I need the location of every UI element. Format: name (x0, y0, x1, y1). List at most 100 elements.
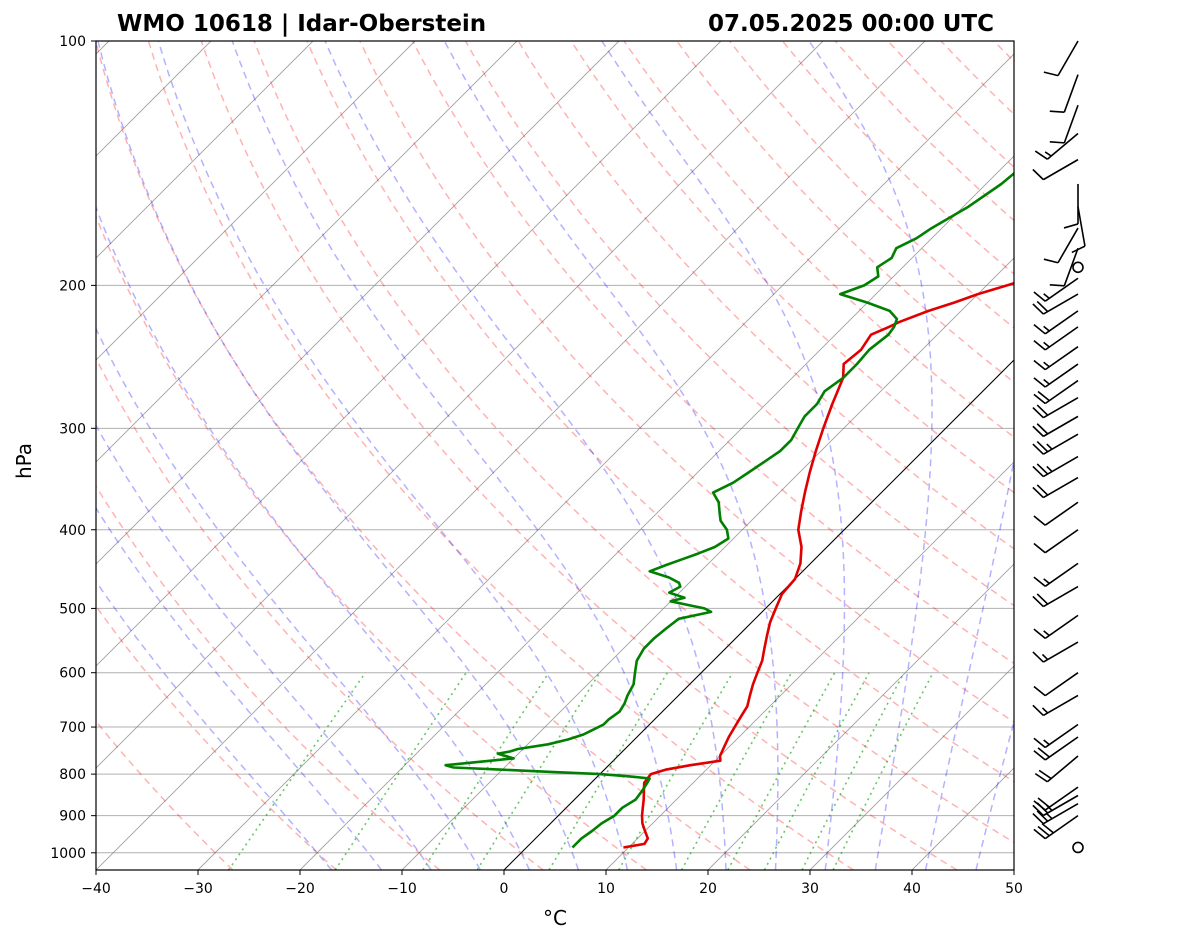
dry-adiabat (253, 41, 1014, 844)
wind-barb (1032, 803, 1079, 825)
mixing-ratio-line (801, 672, 905, 870)
wind-barbs (1032, 40, 1086, 854)
wind-barb (1033, 346, 1079, 371)
mixing-ratio-line (832, 672, 934, 870)
wind-barb (1032, 455, 1079, 478)
isotherm (809, 665, 1014, 870)
wind-barb (1034, 755, 1079, 783)
wind-barb (1043, 227, 1079, 264)
wind-barb (1071, 206, 1086, 254)
wind-barb (1049, 105, 1079, 144)
y-tick-label: 500 (59, 601, 86, 617)
wind-barb (1032, 415, 1079, 438)
moist-adiabat (924, 456, 1014, 870)
mixing-ratio-line (548, 672, 669, 870)
mixing-ratio-lines (227, 672, 934, 870)
sounding-traces (444, 171, 1014, 849)
moist-adiabat (808, 41, 933, 870)
wind-barb (1032, 293, 1079, 315)
dry-adiabat (676, 41, 1014, 384)
chart-title: WMO 10618 | Idar-Oberstein (117, 11, 486, 37)
moist-adiabat (96, 327, 482, 870)
wind-barb (1033, 326, 1079, 351)
dry-adiabat (517, 41, 1014, 550)
wind-barb (1032, 396, 1079, 419)
wind-barb (1033, 562, 1079, 587)
mixing-ratio-line (476, 672, 601, 870)
x-tick-label: −30 (183, 881, 213, 897)
moist-adiabat (324, 41, 727, 870)
wind-barb (1033, 529, 1079, 554)
y-tick-label: 400 (59, 523, 86, 539)
wind-barb (1033, 736, 1079, 761)
mixing-ratio-line (618, 672, 734, 870)
dewpoint-trace (444, 171, 1014, 849)
wind-barb (1049, 74, 1079, 113)
wind-barb (1033, 310, 1079, 335)
wind-barb (1032, 694, 1079, 717)
mixing-ratio-line (227, 672, 367, 870)
skewed-isotherms (96, 41, 1014, 870)
dry-adiabat (96, 214, 647, 870)
isotherm (96, 41, 824, 769)
x-tick-label: 20 (699, 881, 717, 897)
isotherm (96, 41, 926, 870)
wind-barb (1033, 614, 1079, 640)
dry-adiabat (411, 41, 1014, 665)
dry-adiabat (96, 357, 544, 870)
dry-adiabat (147, 41, 854, 870)
wind-barb (1032, 476, 1079, 499)
mixing-ratio-line (727, 672, 836, 870)
sounding-datetime: 07.05.2025 00:00 UTC (708, 11, 994, 37)
y-tick-label: 800 (59, 767, 86, 783)
x-tick-label: −40 (81, 881, 111, 897)
mixing-ratio-line (680, 672, 793, 870)
y-tick-label: 700 (59, 720, 86, 736)
wind-barb (1034, 132, 1079, 160)
x-tick-label: 50 (1005, 881, 1023, 897)
isotherm (96, 41, 518, 463)
y-axis-ticks: 100 200 300 400 500 600 700 800 900 1000 (50, 34, 96, 862)
moist-adiabat (96, 205, 531, 870)
dry-adiabat (359, 41, 1014, 723)
wind-barb (1033, 723, 1079, 749)
dry-adiabats (96, 41, 1014, 870)
wind-barb (1072, 841, 1084, 854)
wind-barb (1033, 501, 1079, 526)
moist-adiabats (96, 41, 1014, 870)
x-tick-label: 10 (597, 881, 615, 897)
temperature-trace (623, 281, 1014, 849)
wind-barb (1033, 786, 1079, 811)
isotherm (299, 155, 1014, 870)
mixing-ratio-line (422, 672, 550, 870)
wind-barb (1043, 40, 1079, 77)
moist-adiabat (231, 41, 678, 870)
zero-isotherm (503, 359, 1014, 870)
y-tick-label: 300 (59, 421, 86, 437)
y-tick-label: 100 (59, 34, 86, 50)
wind-barb (1033, 672, 1079, 697)
y-tick-label: 1000 (50, 846, 86, 862)
plot-area (96, 41, 1014, 870)
dry-adiabat (96, 604, 337, 870)
isotherm (707, 563, 1014, 870)
y-tick-label: 200 (59, 278, 86, 294)
wind-barb (1033, 363, 1079, 388)
dry-adiabat (200, 41, 958, 870)
y-axis-label: hPa (12, 443, 36, 479)
isotherm (96, 41, 620, 565)
wind-barb (1049, 247, 1079, 287)
pressure-grid (96, 41, 1014, 854)
moist-adiabat (157, 41, 629, 870)
wind-barb (1033, 379, 1079, 405)
dry-adiabat (623, 41, 1014, 439)
wind-barb (1032, 641, 1079, 663)
moist-adiabat (96, 580, 333, 870)
wind-barb (1072, 261, 1084, 274)
isotherm (401, 257, 1014, 870)
isotherm (96, 41, 722, 667)
wind-barb (1032, 158, 1079, 181)
x-axis-ticks: −40 −30 −20 −10 0 10 20 30 40 50 (81, 870, 1023, 897)
